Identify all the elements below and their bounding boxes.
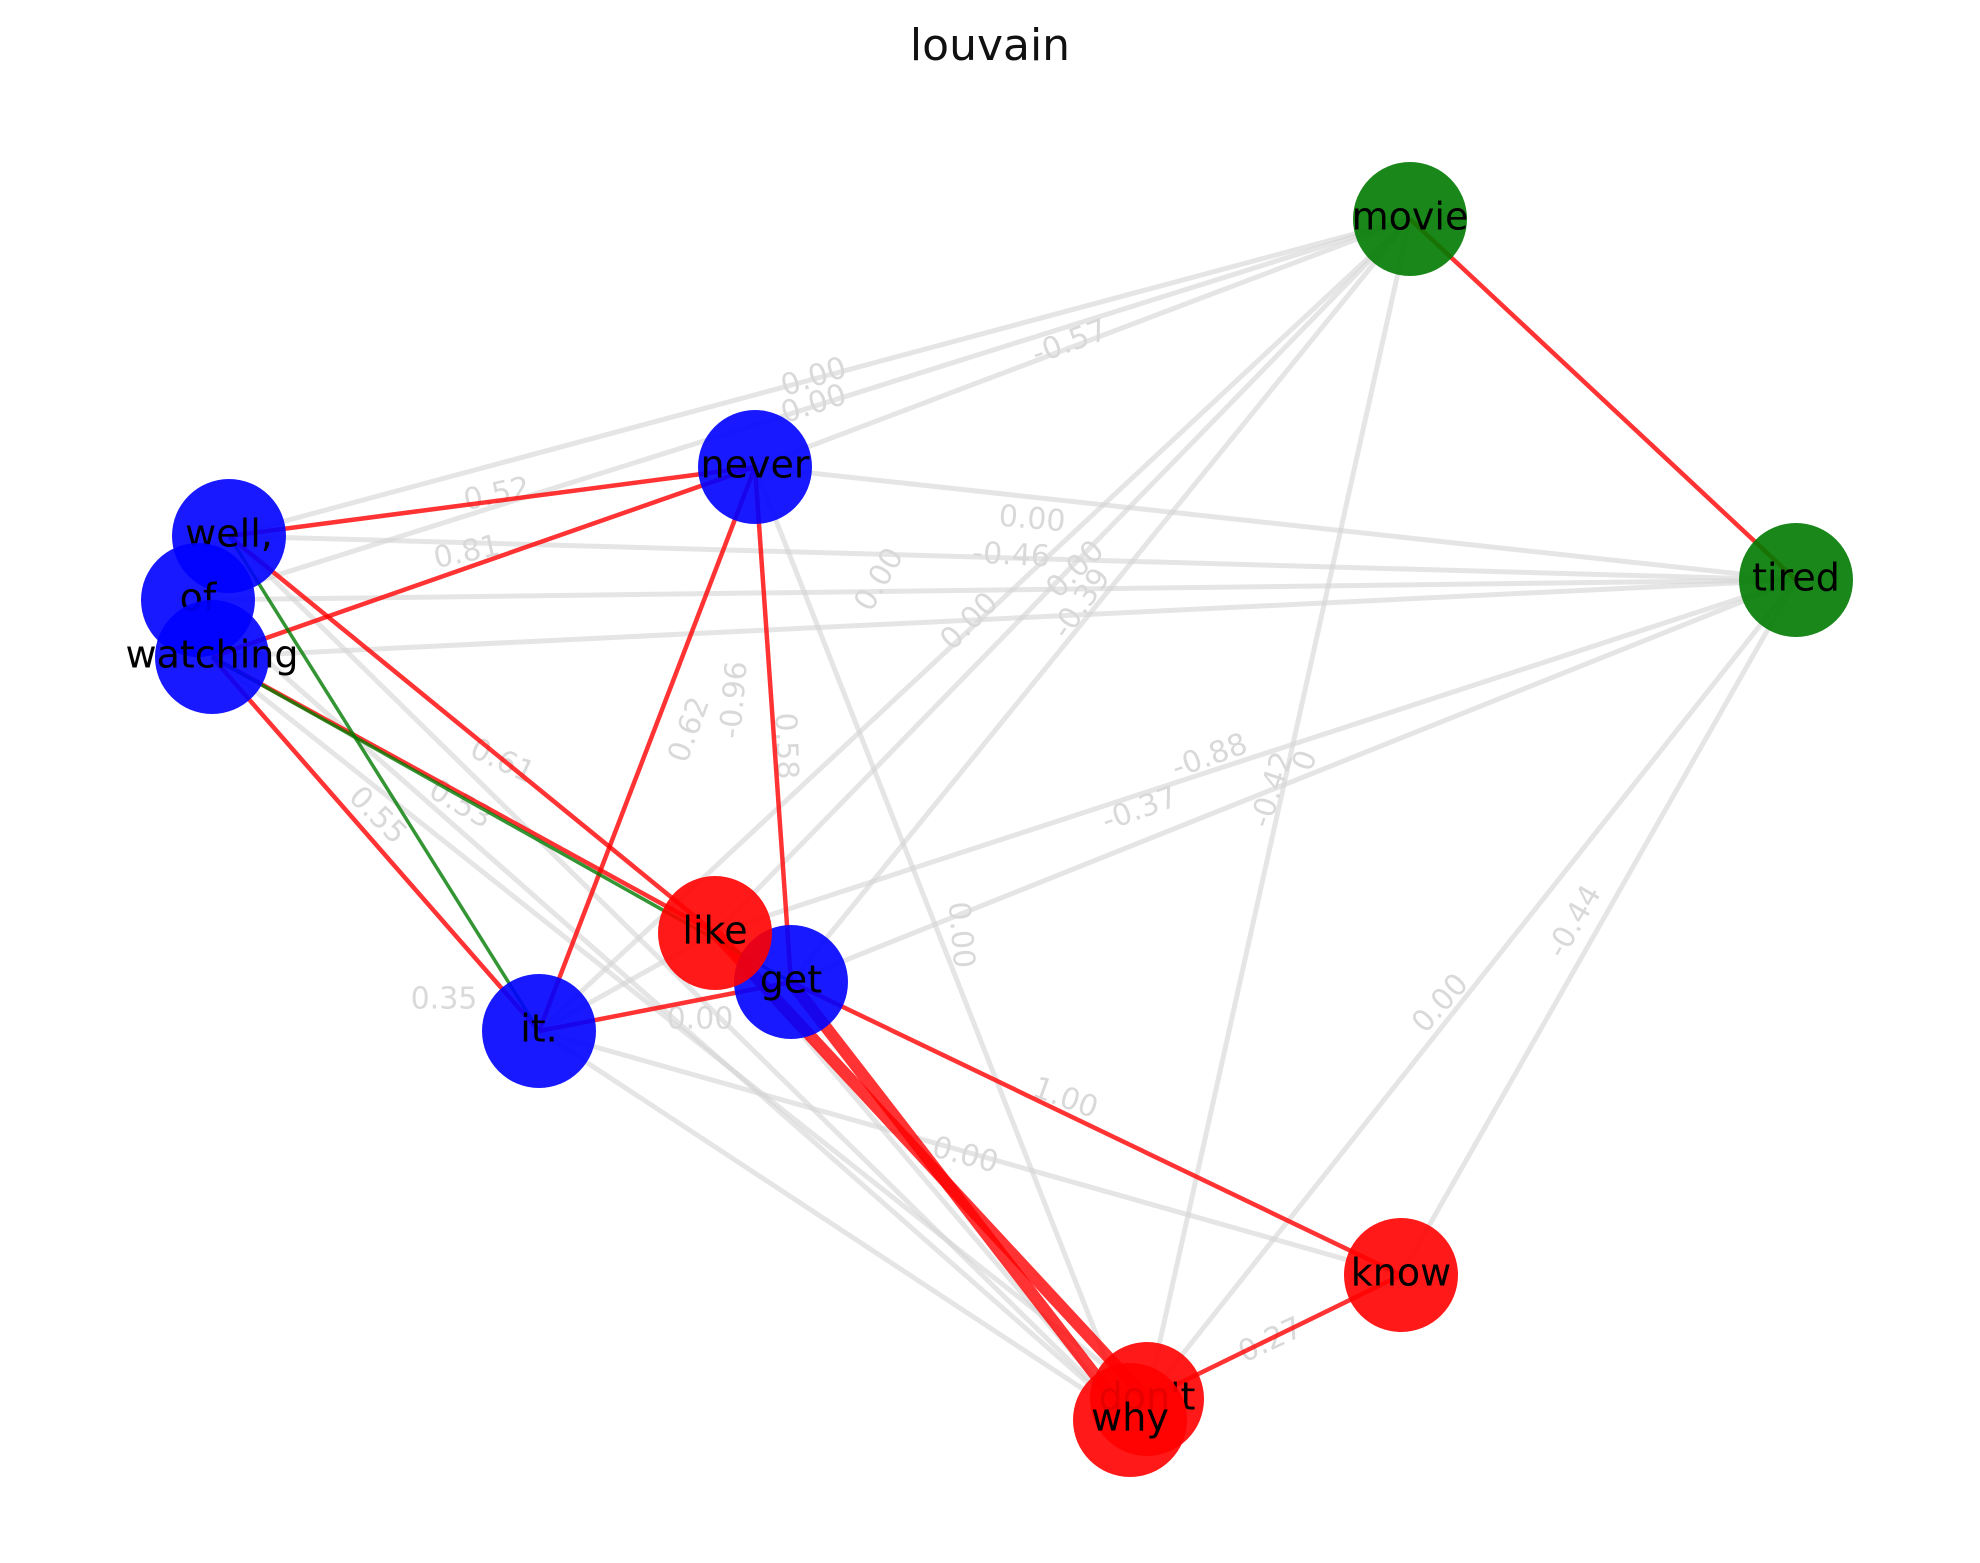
edge-of-why xyxy=(196,598,1132,1422)
edge-watching-dont xyxy=(210,655,1149,1401)
edge-it-know xyxy=(538,1028,1402,1278)
edge-well-like xyxy=(227,534,717,935)
edge-it-why xyxy=(537,1028,1132,1423)
node-movie[interactable]: movie xyxy=(1352,162,1469,276)
node-label: why xyxy=(1091,1396,1169,1440)
node-circle[interactable] xyxy=(698,410,812,524)
node-label: never xyxy=(701,443,810,487)
edge-weight-label: 0.52 xyxy=(460,470,533,518)
node-circle[interactable] xyxy=(1353,162,1467,276)
edge-never-why xyxy=(752,466,1133,1421)
node-label: movie xyxy=(1352,195,1469,239)
edge-get-tired xyxy=(790,577,1797,985)
edge-weight-label: -0.57 xyxy=(1027,312,1112,371)
edge-movie-tired xyxy=(1408,217,1798,582)
edge-never-tired xyxy=(754,464,1797,583)
node-watching[interactable]: watching xyxy=(125,600,299,714)
nodes-layer: well,ofwatchingneverit.getlikeknowdon'tw… xyxy=(125,162,1853,1477)
edge-weight-label: -0.88 xyxy=(1167,726,1252,785)
edge-get-movie xyxy=(789,217,1412,984)
edge-watching-it xyxy=(210,655,541,1033)
node-label: tired xyxy=(1752,556,1840,600)
edge-well-why xyxy=(227,534,1132,1422)
edge-of-movie xyxy=(197,216,1411,603)
edge-get-know xyxy=(790,979,1402,1278)
node-label: like xyxy=(682,909,747,953)
node-why[interactable]: why xyxy=(1073,1363,1187,1477)
edge-never-get xyxy=(752,466,794,983)
edge-weight-label: 0.00 xyxy=(997,499,1067,540)
edge-dont-tired xyxy=(1145,578,1798,1401)
edge-know-tired xyxy=(1398,578,1799,1277)
edge-dont-movie xyxy=(1144,218,1413,1400)
node-label: know xyxy=(1351,1251,1451,1295)
node-like[interactable]: like xyxy=(658,876,772,990)
edge-well-movie xyxy=(228,216,1411,539)
node-label: it. xyxy=(520,1007,558,1051)
edge-like-movie xyxy=(713,217,1412,935)
node-it[interactable]: it. xyxy=(482,974,596,1088)
node-circle[interactable] xyxy=(1344,1218,1458,1332)
node-circle[interactable] xyxy=(1073,1363,1187,1477)
node-label: get xyxy=(760,958,822,1002)
edge-weight-label: 0.35 xyxy=(411,982,478,1017)
node-circle[interactable] xyxy=(155,600,269,714)
edge-well-tired xyxy=(228,533,1797,583)
edge-weight-label: -0.96 xyxy=(713,660,755,740)
edge-watching-never xyxy=(211,464,756,660)
node-tired[interactable]: tired xyxy=(1739,523,1853,637)
edge-weight-label: -0.46 xyxy=(971,535,1050,574)
node-circle[interactable] xyxy=(658,876,772,990)
edge-weight-label: 0.00 xyxy=(1405,967,1476,1040)
node-circle[interactable] xyxy=(1739,523,1853,637)
node-know[interactable]: know xyxy=(1344,1218,1458,1332)
gray-edges-layer xyxy=(196,216,1799,1423)
edge-weight-label: 0.00 xyxy=(941,900,982,970)
edge-watching-tired xyxy=(211,577,1797,660)
edge-weight-label: 1.00 xyxy=(1028,1070,1103,1126)
edge-well-never xyxy=(228,464,756,539)
colored-edges-layer xyxy=(210,217,1798,1424)
node-never[interactable]: never xyxy=(698,410,812,524)
edge-weight-label: 0.62 xyxy=(661,692,717,767)
graph-title: louvain xyxy=(909,20,1071,71)
node-circle[interactable] xyxy=(482,974,596,1088)
node-label: watching xyxy=(125,633,298,677)
edge-of-tired xyxy=(197,577,1797,603)
edge-never-movie xyxy=(754,216,1411,470)
edge-like-tired xyxy=(714,577,1797,936)
edge-weight-label: 0.00 xyxy=(667,1002,734,1037)
edge-well-it xyxy=(227,535,541,1032)
edge-never-it xyxy=(536,466,758,1032)
